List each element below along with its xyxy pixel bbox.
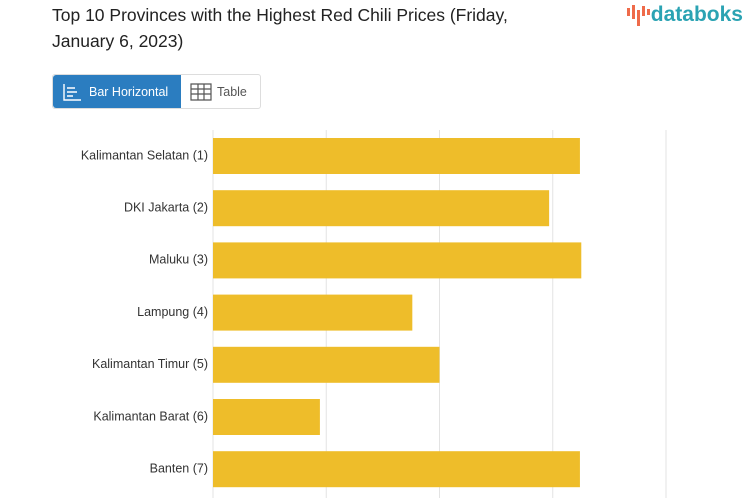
y-tick-label: DKI Jakarta (2) — [124, 200, 208, 214]
tab-table[interactable]: Table — [181, 75, 255, 108]
tab-label: Bar Horizontal — [89, 84, 169, 99]
chart-title: Top 10 Provinces with the Highest Red Ch… — [52, 5, 508, 51]
y-tick-label: Maluku (3) — [149, 253, 208, 267]
y-tick-label: Kalimantan Barat (6) — [93, 409, 208, 423]
tab-label: Table — [217, 84, 247, 99]
y-tick-label: Banten (7) — [150, 461, 208, 475]
bar — [213, 451, 580, 488]
tab-icon — [63, 83, 81, 101]
brand-logo: databoks — [625, 2, 743, 28]
bar — [213, 242, 582, 279]
y-tick-label: Kalimantan Timur (5) — [92, 357, 208, 371]
bar — [213, 346, 440, 383]
view-tabs: Bar Horizontal Table — [52, 74, 261, 109]
bar — [213, 138, 580, 174]
bar — [213, 190, 550, 227]
brand-icon — [626, 5, 650, 26]
bar — [213, 399, 320, 435]
bar — [213, 294, 413, 331]
tab-bar[interactable]: Bar Horizontal — [53, 75, 181, 108]
y-tick-label: Kalimantan Selatan (1) — [81, 148, 208, 162]
y-tick-label: Lampung (4) — [137, 305, 208, 319]
tab-icon — [190, 82, 212, 101]
brand-name: databoks — [650, 3, 743, 26]
